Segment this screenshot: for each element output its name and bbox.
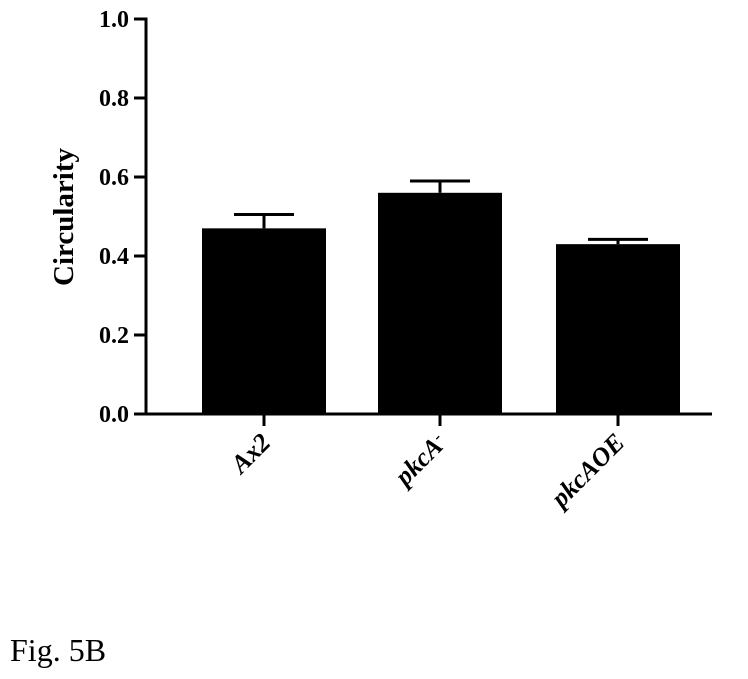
figure-caption: Fig. 5B [10,632,107,668]
x-tick-label: pkcA- [388,428,453,493]
bar-chart: 0.0 0.2 0.4 0.6 0.8 1.0 Circularity Ax2 pkcA-pkc… [48,7,712,514]
x-tick-label-superscript: - [429,429,445,445]
y-tick-label: 0.8 [99,86,129,112]
y-tick-label: 0.0 [99,402,129,428]
y-tick-label: 0.2 [99,323,129,349]
x-tick-label: pkcAOE [544,428,630,514]
y-tick-label: 0.6 [99,165,129,191]
y-tick-label: 0.4 [99,244,129,270]
bar [378,192,502,414]
plot-area: 0.0 0.2 0.4 0.6 0.8 1.0 Circularity Ax2 pkcA-pkc… [48,7,712,514]
bar [556,244,680,414]
y-axis-title: Circularity [48,148,80,286]
x-tick-label: Ax2 [224,428,277,481]
bar [202,228,326,414]
y-tick-label: 1.0 [99,7,129,33]
